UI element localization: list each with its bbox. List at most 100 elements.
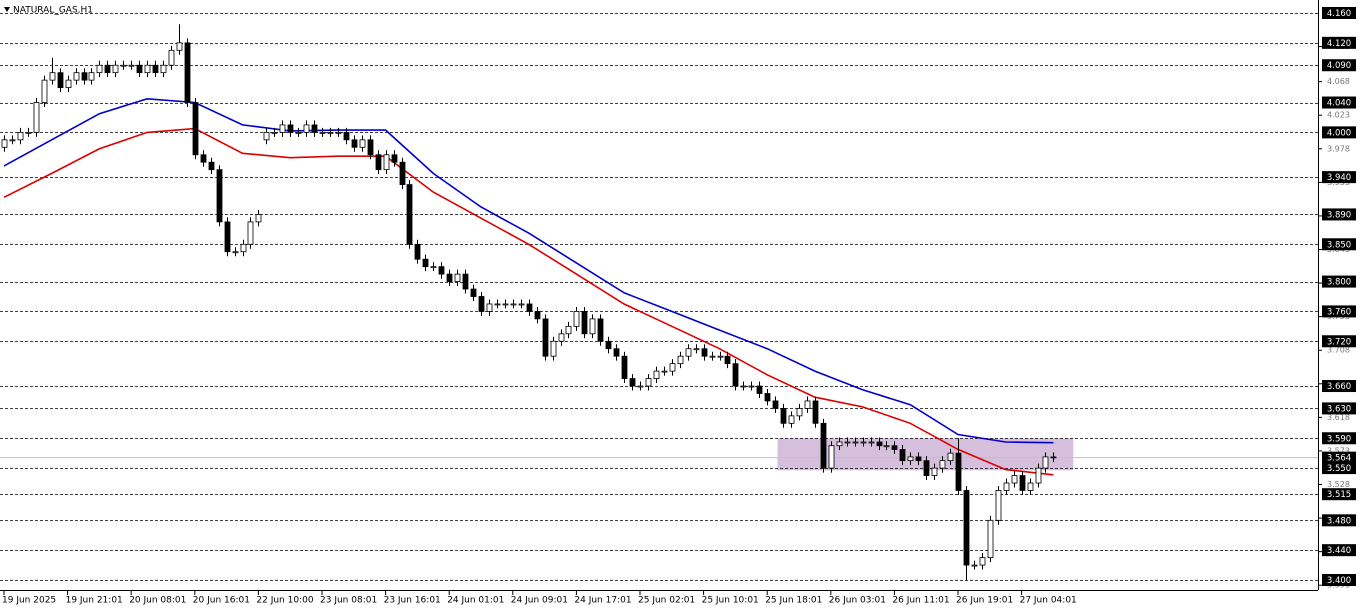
candle [661, 366, 668, 376]
candle-body [701, 348, 708, 357]
candle [597, 314, 604, 346]
candle [534, 306, 541, 324]
candle [88, 68, 95, 85]
candle-body [844, 441, 851, 444]
candle-body [979, 557, 986, 566]
candle [637, 381, 644, 391]
x-tick-label: 25 Jun 10:01 [702, 596, 759, 606]
level-label-bg [1322, 380, 1356, 393]
candle [852, 437, 859, 447]
candle-body [764, 393, 771, 402]
candle-body [343, 131, 350, 141]
candle-body [645, 378, 652, 387]
candle [717, 351, 724, 361]
candle [335, 127, 342, 137]
candle [65, 75, 72, 93]
candle [494, 299, 501, 309]
candle-body [96, 64, 103, 74]
candle [828, 441, 835, 473]
level-label-bg [1322, 208, 1356, 221]
candle [422, 254, 429, 272]
y-tick-label: 3.573 [1327, 446, 1350, 455]
candle-body [406, 184, 413, 245]
level-label: 4.160 [1327, 9, 1351, 19]
candle [645, 374, 652, 391]
candle-body [311, 124, 318, 133]
candle-body [200, 154, 207, 163]
candle-body [120, 64, 127, 67]
candle [1019, 471, 1026, 495]
candle [462, 269, 469, 294]
candle-body [128, 64, 135, 67]
candle [240, 239, 247, 257]
candle [1, 135, 8, 152]
candle-body [1027, 482, 1034, 491]
level-label-bg [1322, 96, 1356, 109]
level-label-bg [1322, 59, 1356, 72]
candle [247, 217, 254, 249]
candle [915, 452, 922, 466]
candle-body [613, 348, 620, 357]
candle [271, 127, 278, 137]
candle-body [963, 490, 970, 566]
y-tick-label: 3.978 [1327, 144, 1350, 153]
level-label: 3.630 [1327, 404, 1351, 414]
candle [17, 127, 24, 145]
level-label: 3.800 [1327, 278, 1351, 288]
candle [891, 441, 898, 454]
candle-body [240, 243, 247, 253]
candle-body [1011, 475, 1018, 484]
level-label: 4.090 [1327, 61, 1351, 71]
candle-body [883, 445, 890, 448]
menu-triangle[interactable] [4, 7, 10, 12]
y-tick-label: 4.023 [1327, 111, 1350, 120]
level-label-bg [1322, 126, 1356, 139]
level-label: 3.660 [1327, 382, 1351, 392]
candle [168, 45, 175, 70]
y-tick-label: 3.618 [1327, 413, 1350, 422]
candle-body [685, 348, 692, 357]
candle [446, 269, 453, 287]
candle [25, 127, 32, 137]
candle [780, 403, 787, 428]
candle [836, 437, 843, 451]
candle [558, 329, 565, 346]
candle-body [351, 139, 358, 148]
candle-body [605, 340, 612, 350]
level-label: 3.400 [1327, 576, 1351, 586]
candle [104, 60, 111, 78]
candle [748, 381, 755, 391]
x-tick-label: 25 Jun 02:01 [638, 596, 695, 606]
candle [1035, 463, 1042, 488]
level-label: 3.760 [1327, 307, 1351, 317]
candle-body [1003, 482, 1010, 491]
candle [81, 68, 88, 85]
candle [931, 463, 938, 481]
level-label-bg [1322, 335, 1356, 348]
candle [399, 157, 406, 190]
candle-body [995, 490, 1002, 521]
level-label: 4.120 [1327, 39, 1351, 49]
candle [939, 456, 946, 473]
candle-body [168, 49, 175, 66]
level-label-bg [1322, 432, 1356, 445]
candle-body [399, 161, 406, 185]
candle [550, 336, 557, 361]
level-label: 3.720 [1327, 337, 1351, 347]
level-label-bg [1322, 544, 1356, 557]
level-label: 4.000 [1327, 128, 1351, 138]
candle [589, 314, 596, 339]
level-label-bg [1322, 36, 1356, 49]
level-label-bg [1322, 305, 1356, 318]
candle-body [724, 355, 731, 365]
candle-body [661, 370, 668, 373]
x-tick-label: 19 Jun 21:01 [66, 596, 123, 606]
candle-body [748, 385, 755, 388]
x-tick-label: 25 Jun 18:01 [765, 596, 822, 606]
candle [693, 344, 700, 354]
candle-body [534, 311, 541, 320]
candle-body [756, 385, 763, 394]
candle-body [550, 340, 557, 357]
candle [1003, 478, 1010, 495]
candle-body [1, 139, 8, 148]
